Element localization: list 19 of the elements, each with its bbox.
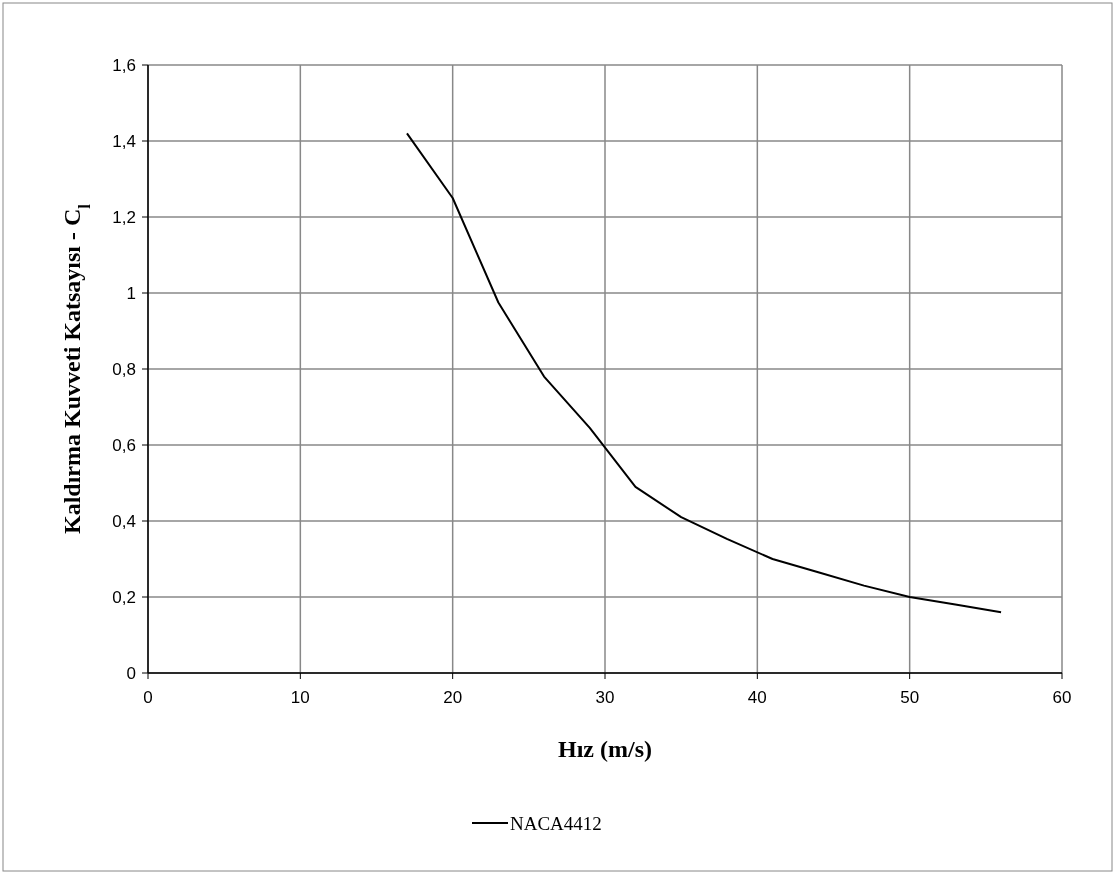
x-tick-label: 20: [443, 688, 463, 707]
x-tick-label: 50: [900, 688, 920, 707]
y-tick-label: 0,6: [112, 435, 136, 455]
y-tick-label: 0,8: [112, 359, 136, 379]
legend-label: NACA4412: [510, 812, 602, 834]
y-tick-label: 0: [126, 663, 136, 683]
y-tick-label: 1,2: [112, 207, 136, 227]
x-tick-label: 0: [143, 688, 153, 707]
line-series: [405, 132, 1003, 614]
x-tick-label: 60: [1052, 688, 1072, 707]
y-tick-label: 0,4: [112, 511, 136, 531]
x-tick-label: 40: [747, 688, 767, 707]
y-tick-label: 1: [126, 283, 136, 303]
y-tick-label: 1,4: [112, 131, 136, 151]
x-tick-label: 30: [595, 688, 615, 707]
y-tick-label: 0,2: [112, 587, 136, 607]
x-tick-label: 10: [290, 688, 310, 707]
x-axis-title: Hız (m/s): [558, 736, 652, 762]
y-tick-label: 1,6: [112, 55, 136, 75]
